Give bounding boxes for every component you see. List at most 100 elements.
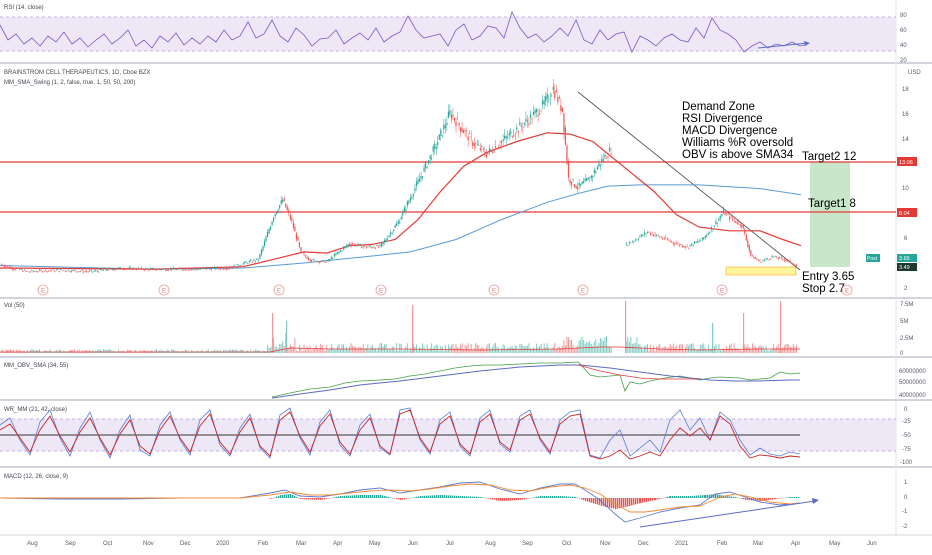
- volume-bar: [674, 347, 675, 353]
- wr-tick: -25: [902, 419, 911, 425]
- candle: [180, 269, 181, 270]
- macd-histogram-bar: [644, 498, 645, 502]
- candle: [346, 246, 347, 247]
- macd-histogram-bar: [508, 498, 509, 501]
- candle: [78, 271, 79, 272]
- macd-histogram-bar: [334, 497, 335, 498]
- note-obv-above-sma: OBV is above SMA34: [682, 149, 794, 161]
- volume-bar: [503, 344, 504, 353]
- macd-histogram-bar: [794, 497, 795, 498]
- macd-histogram-bar: [702, 495, 703, 498]
- volume-bar: [351, 343, 352, 353]
- time-tick: Aug: [27, 541, 38, 547]
- candle: [563, 113, 564, 133]
- candle: [69, 271, 70, 272]
- candle: [296, 233, 297, 239]
- candle: [202, 268, 203, 269]
- candle: [344, 246, 345, 248]
- candle: [103, 270, 104, 271]
- candle: [51, 271, 52, 272]
- macd-histogram-bar: [585, 498, 586, 501]
- candle: [457, 119, 458, 120]
- time-tick: Sep: [522, 541, 533, 547]
- macd-histogram-bar: [352, 495, 353, 498]
- volume-bar: [36, 350, 37, 353]
- candle: [610, 154, 611, 155]
- candle: [72, 270, 73, 271]
- candle: [153, 268, 154, 269]
- earnings-marker-label: E: [379, 289, 383, 295]
- candle: [385, 239, 386, 241]
- macd-histogram-bar: [282, 495, 283, 498]
- volume-bar: [241, 350, 242, 353]
- volume-bar: [775, 349, 776, 353]
- candle: [50, 271, 51, 272]
- candle: [468, 137, 469, 141]
- candle: [285, 204, 286, 208]
- candle: [238, 266, 239, 267]
- volume-bar: [513, 348, 514, 353]
- candle: [186, 270, 187, 271]
- candle: [676, 243, 677, 244]
- candle: [305, 255, 306, 256]
- macd-histogram-bar: [741, 498, 742, 499]
- macd-histogram-bar: [700, 495, 701, 498]
- candle: [475, 143, 476, 144]
- macd-histogram-bar: [380, 495, 381, 498]
- volume-bar: [600, 338, 601, 353]
- candle: [173, 268, 174, 269]
- macd-histogram-bar: [678, 496, 679, 498]
- candle: [319, 262, 320, 263]
- time-tick: Feb: [258, 541, 269, 547]
- volume-bar: [758, 346, 759, 353]
- macd-histogram-bar: [288, 494, 289, 498]
- candle: [694, 242, 695, 244]
- candle: [439, 134, 440, 139]
- macd-histogram-bar: [688, 496, 689, 498]
- macd-histogram-bar: [558, 496, 559, 498]
- volume-bar: [557, 347, 558, 353]
- candle: [332, 258, 333, 259]
- candle: [308, 258, 309, 260]
- volume-bar: [787, 344, 788, 353]
- candle: [416, 182, 417, 187]
- candle: [743, 224, 744, 229]
- candle: [347, 244, 348, 245]
- macd-histogram-bar: [376, 495, 377, 498]
- price-axis[interactable]: 18 16 14 13.06 10 8.04 6 Post 3.65 3.49 …: [866, 87, 917, 292]
- candle: [97, 271, 98, 272]
- candle: [762, 261, 763, 262]
- candle: [667, 239, 668, 240]
- candle: [56, 270, 57, 271]
- candle: [290, 215, 291, 219]
- volume-bar: [684, 350, 685, 353]
- target-zone[interactable]: [810, 162, 850, 267]
- macd-histogram-bar: [591, 498, 592, 503]
- macd-histogram-bar: [462, 496, 463, 498]
- macd-histogram-bar: [504, 498, 505, 501]
- candle: [677, 243, 678, 244]
- demand-zone[interactable]: [726, 267, 796, 275]
- macd-histogram-bar: [536, 497, 537, 498]
- macd-histogram-bar: [358, 495, 359, 498]
- candle: [536, 109, 537, 112]
- candle: [545, 96, 546, 101]
- candle: [732, 218, 733, 219]
- main-price-panel[interactable]: BRAINSTROM CELL THERAPEUTICS, 1D, Cboe B…: [0, 70, 921, 295]
- candle: [734, 220, 735, 221]
- macd-histogram-bar: [642, 498, 643, 503]
- macd-histogram-bar: [422, 496, 423, 498]
- candle: [753, 257, 754, 259]
- time-axis[interactable]: Aug Sep Oct Nov Dec 2020 Feb Mar Apr May…: [27, 541, 877, 547]
- candle: [259, 254, 260, 259]
- candle: [360, 244, 361, 245]
- candle: [229, 268, 230, 269]
- candle: [124, 269, 125, 270]
- volume-bar: [477, 345, 478, 353]
- candle: [794, 265, 795, 266]
- volume-bar: [185, 349, 186, 353]
- candle: [655, 235, 656, 236]
